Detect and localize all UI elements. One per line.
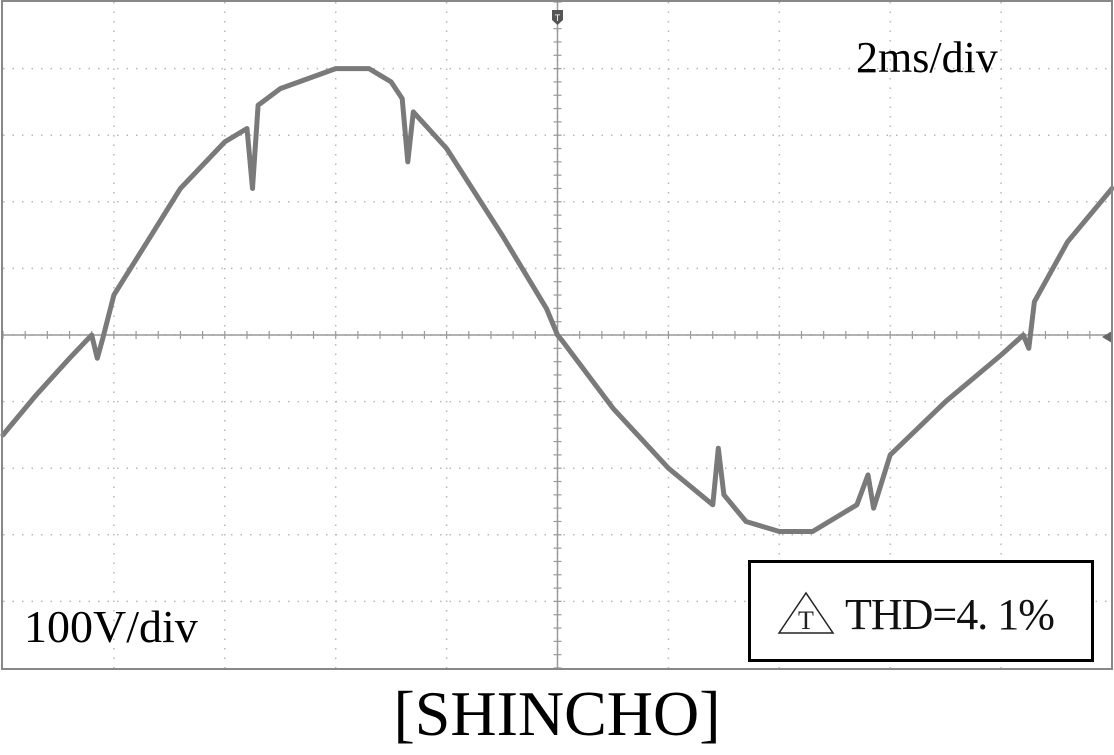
thd-readout-box: T THD=4. 1% [748, 560, 1094, 662]
warning-triangle-icon: T [777, 591, 835, 635]
figure-caption: [SHINCHO] [393, 678, 721, 749]
triangle-letter: T [798, 606, 814, 635]
plot-border [1, 0, 1113, 670]
thd-value: THD=4. 1% [845, 590, 1055, 639]
timebase-label: 2ms/div [856, 33, 998, 82]
trigger-marker: T [552, 10, 563, 25]
volts-per-div-label: 100V/div [24, 601, 198, 652]
oscilloscope-plot: T [0, 0, 1114, 670]
voltage-trace [0, 66, 1114, 534]
trigger-arrow-icon [552, 10, 563, 25]
trigger-letter: T [555, 13, 561, 23]
ground-level-marker-icon [1102, 331, 1112, 343]
